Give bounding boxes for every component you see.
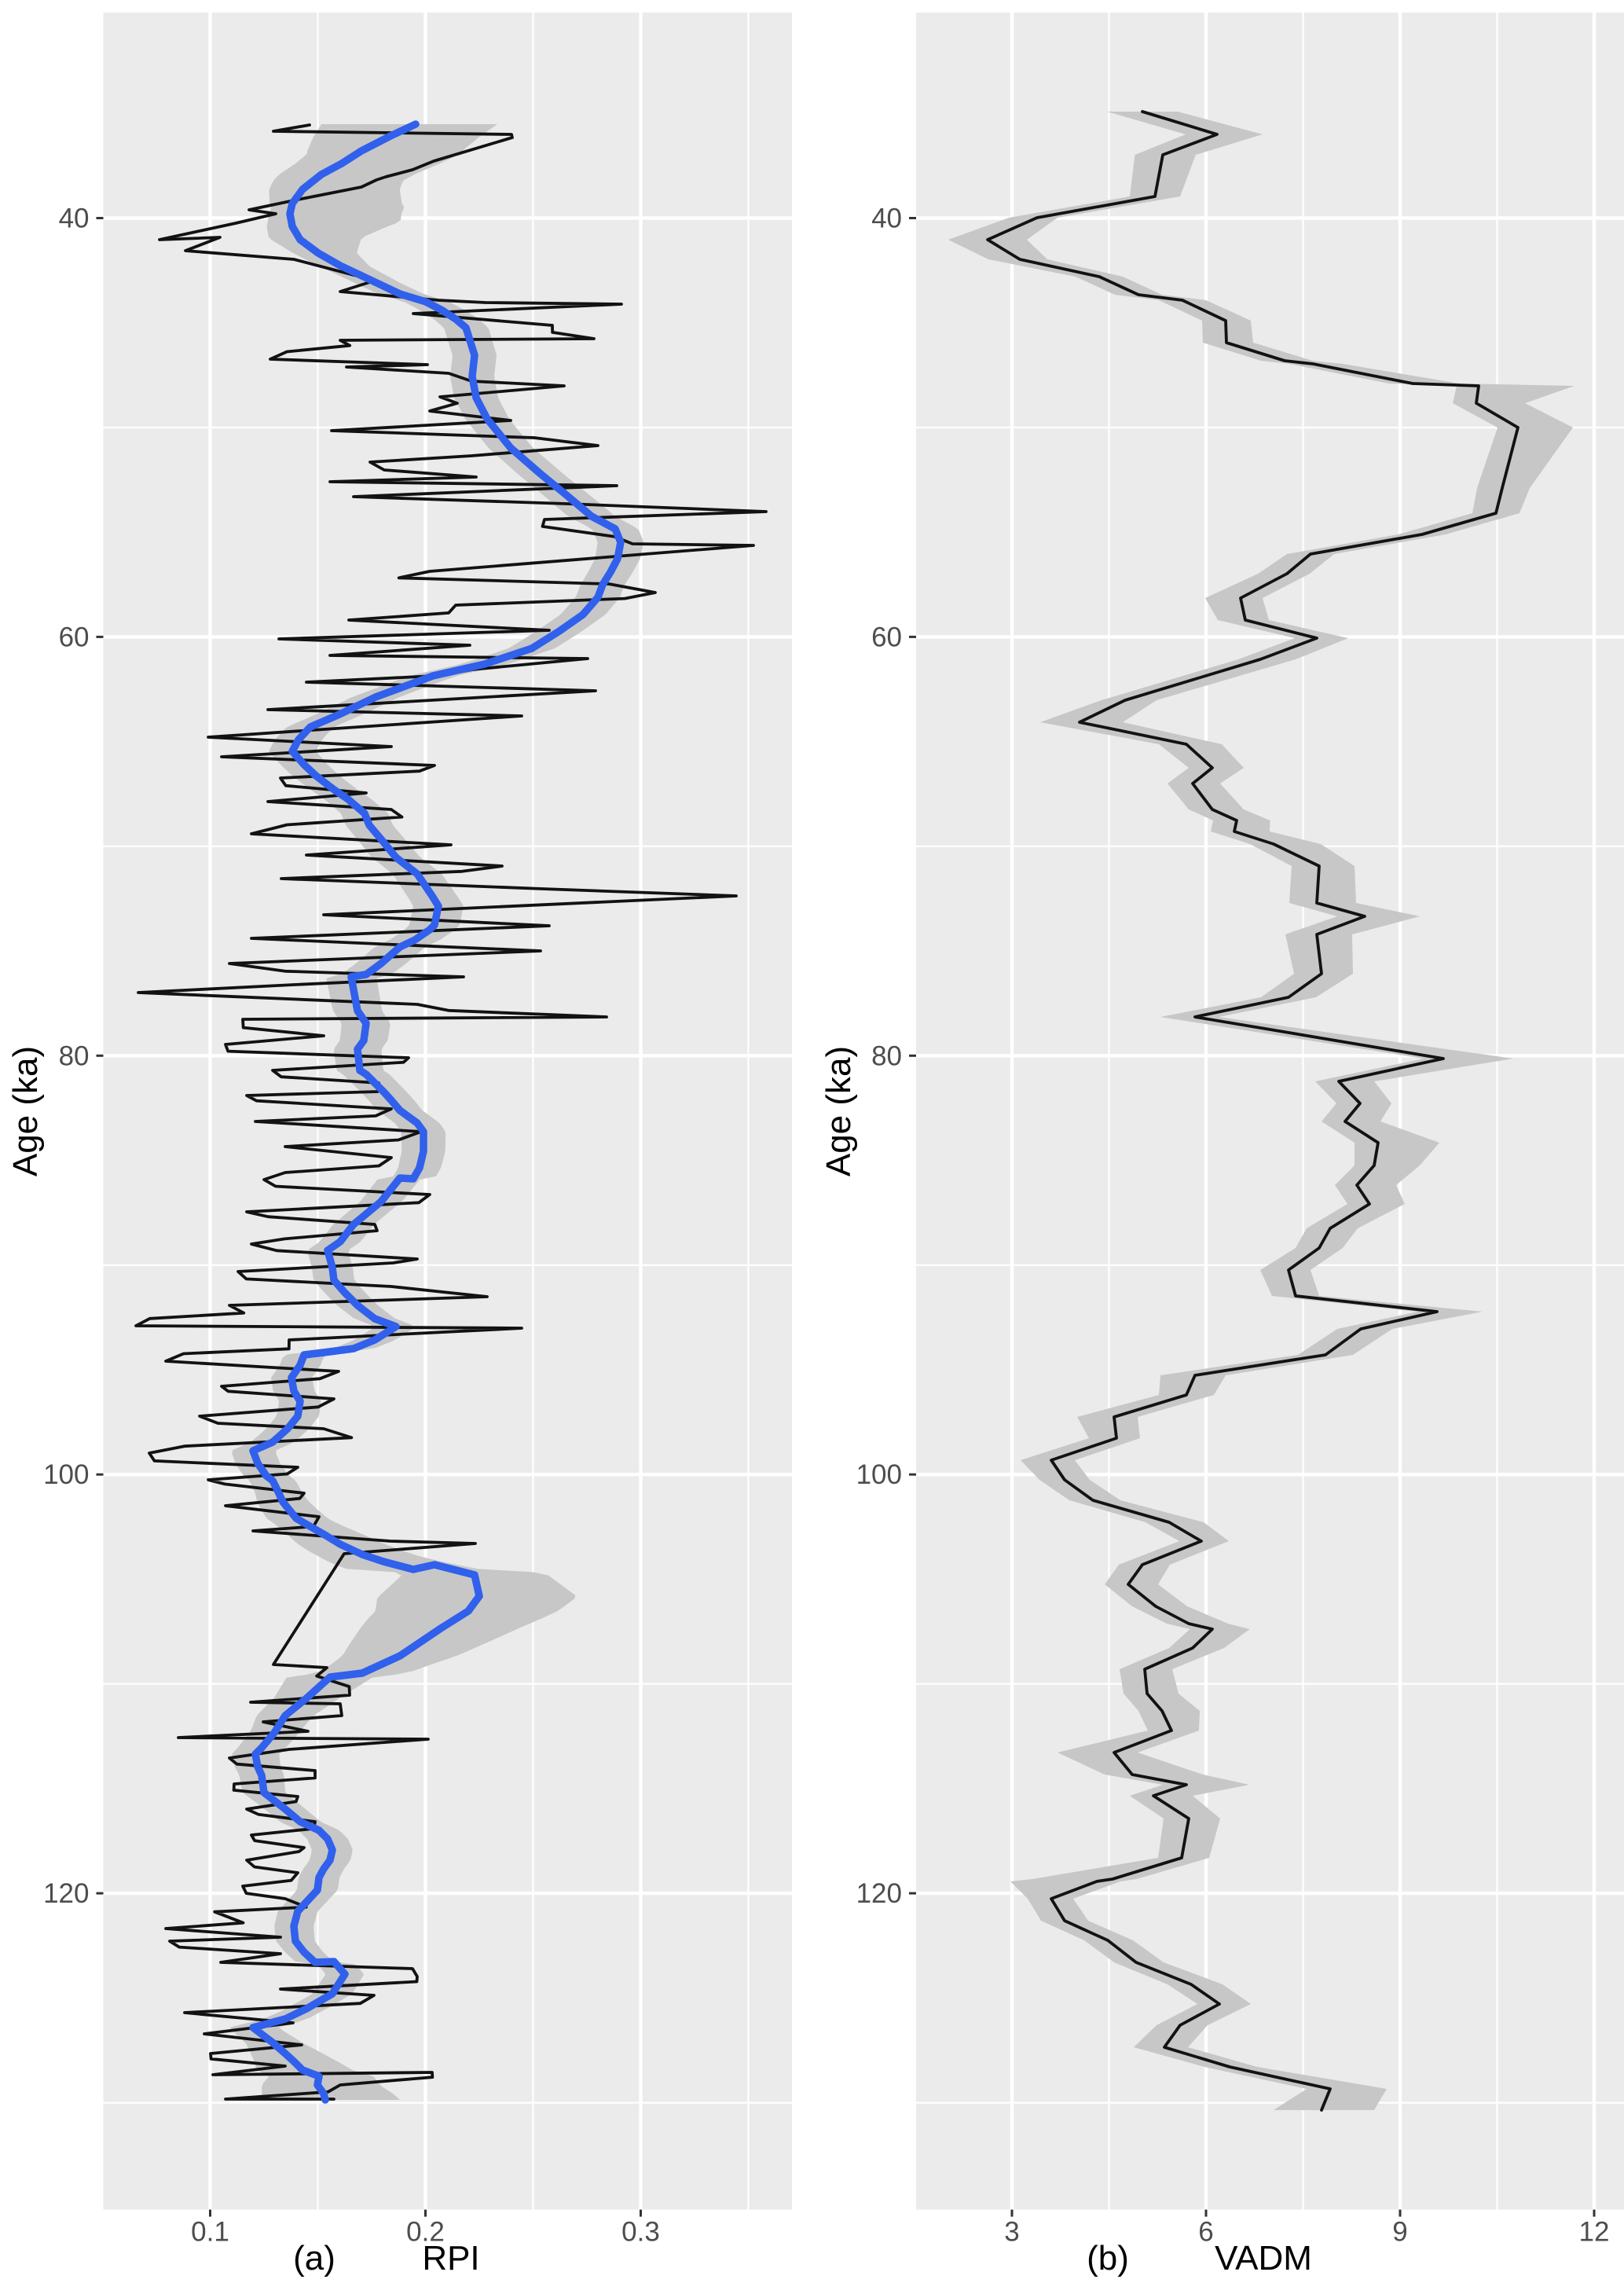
svg-text:80: 80 — [871, 1041, 902, 1071]
svg-text:3: 3 — [1004, 2217, 1019, 2248]
svg-text:40: 40 — [59, 204, 90, 234]
svg-text:60: 60 — [871, 622, 902, 652]
svg-text:100: 100 — [856, 1459, 902, 1490]
svg-text:RPI: RPI — [422, 2239, 479, 2277]
svg-text:120: 120 — [43, 1878, 89, 1909]
svg-text:100: 100 — [43, 1459, 89, 1490]
svg-text:60: 60 — [59, 622, 90, 652]
svg-text:VADM: VADM — [1215, 2239, 1312, 2277]
svg-text:(b): (b) — [1087, 2239, 1129, 2277]
svg-text:6: 6 — [1198, 2217, 1213, 2248]
svg-text:Age (ka): Age (ka) — [819, 1046, 858, 1176]
svg-text:Age (ka): Age (ka) — [6, 1046, 45, 1176]
svg-text:9: 9 — [1392, 2217, 1407, 2248]
svg-text:120: 120 — [856, 1878, 902, 1909]
svg-text:12: 12 — [1579, 2217, 1610, 2248]
svg-text:(a): (a) — [293, 2239, 335, 2277]
svg-text:0.1: 0.1 — [191, 2217, 229, 2248]
svg-text:80: 80 — [59, 1041, 90, 1071]
svg-text:0.3: 0.3 — [621, 2217, 660, 2248]
svg-text:0.2: 0.2 — [406, 2217, 445, 2248]
svg-text:40: 40 — [871, 204, 902, 234]
